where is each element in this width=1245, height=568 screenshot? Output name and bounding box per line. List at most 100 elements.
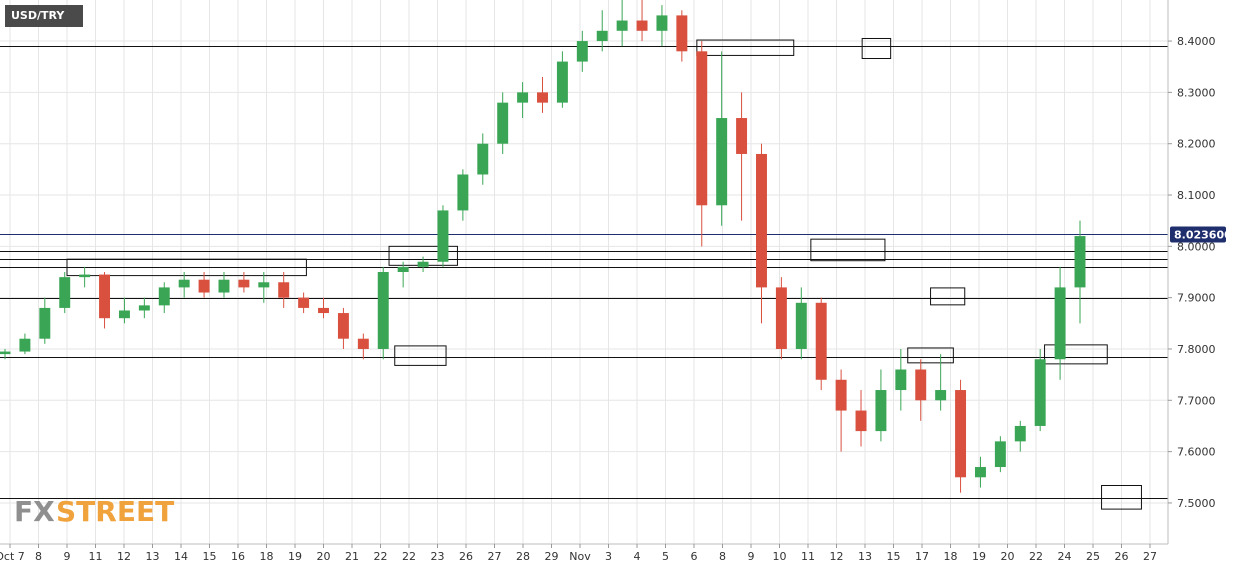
- candle-body: [756, 153, 767, 288]
- candle-body: [736, 118, 748, 154]
- logo-street-text: STREET: [56, 495, 174, 528]
- candle-body: [337, 313, 349, 339]
- x-tick-label: 5: [662, 550, 669, 563]
- x-tick-label: 29: [545, 550, 559, 563]
- candle-body: [278, 282, 290, 298]
- chart-plot-area: [0, 0, 1168, 544]
- x-tick-label: 12: [830, 550, 844, 563]
- candle-body: [477, 143, 489, 175]
- candle-body: [775, 287, 787, 349]
- candle-body: [636, 20, 648, 31]
- candlestick-series: [0, 0, 1086, 493]
- candle-body: [556, 61, 568, 103]
- candle-body: [397, 266, 409, 272]
- candle-body: [875, 390, 887, 432]
- candle-body: [19, 338, 31, 352]
- annotation-boxes: [66, 37, 1142, 510]
- x-tick-label: 15: [203, 550, 217, 563]
- candle-body: [596, 30, 608, 42]
- candle-body: [576, 41, 588, 62]
- y-tick-label: 8.1000: [1177, 189, 1216, 202]
- time-axis[interactable]: Oct 7 8 9 11 12 13 14 15 16 18 19 20 21 22 22 23 26 27 28 2…: [0, 544, 1157, 563]
- candle-body: [0, 351, 11, 355]
- x-tick-label: 18: [944, 550, 958, 563]
- y-tick-label: 8.2000: [1177, 138, 1216, 151]
- candle-body: [616, 20, 628, 31]
- x-tick-label: 9: [748, 550, 755, 563]
- x-tick-label: 28: [516, 550, 530, 563]
- x-tick-label: 10: [773, 550, 787, 563]
- current-price-tag: 8.023600: [1170, 226, 1232, 243]
- x-tick-label: 15: [887, 550, 901, 563]
- y-tick-label: 8.0000: [1177, 240, 1216, 253]
- x-tick-label: Oct 7: [0, 550, 25, 563]
- candle-body: [1054, 287, 1066, 360]
- candle-body: [716, 118, 728, 206]
- candle-body: [357, 338, 369, 349]
- current-price-label: 8.023600: [1174, 229, 1232, 242]
- candle-body: [696, 51, 708, 206]
- candle-body: [994, 441, 1006, 468]
- y-tick-label: 7.9000: [1177, 292, 1216, 305]
- x-tick-label: 4: [634, 550, 641, 563]
- candle-body: [318, 307, 329, 314]
- x-tick-label: 22: [402, 550, 416, 563]
- candle-body: [39, 307, 51, 339]
- symbol-badge: USD/TRY: [5, 5, 83, 27]
- candle-body: [835, 379, 847, 411]
- candle-body: [457, 174, 469, 211]
- candle-body: [955, 390, 967, 478]
- annotation-box: [907, 347, 954, 364]
- annotation-box: [394, 345, 447, 366]
- y-tick-label: 8.3000: [1177, 86, 1216, 99]
- y-tick-label: 7.5000: [1177, 497, 1216, 510]
- x-tick-label: 13: [858, 550, 872, 563]
- x-tick-label: 27: [1143, 550, 1157, 563]
- candle-body: [915, 369, 927, 401]
- candle-body: [377, 272, 389, 349]
- annotation-box: [861, 37, 892, 60]
- candle-body: [79, 274, 91, 278]
- annotation-box: [1044, 344, 1108, 365]
- x-tick-label: 13: [146, 550, 160, 563]
- x-tick-label: 3: [605, 550, 612, 563]
- x-tick-label: 22: [1029, 550, 1043, 563]
- horizontal-levels: [0, 46, 1168, 499]
- x-tick-label: 11: [801, 550, 815, 563]
- fxstreet-logo: FX STREET: [14, 495, 174, 528]
- y-tick-label: 8.4000: [1177, 35, 1216, 48]
- x-tick-label: 8: [35, 550, 42, 563]
- candle-body: [437, 210, 449, 262]
- candle-body: [1074, 236, 1086, 288]
- annotation-box: [930, 287, 966, 306]
- x-tick-label: 18: [260, 550, 274, 563]
- x-tick-label: 14: [174, 550, 188, 563]
- candle-body: [118, 310, 130, 319]
- candle-body: [258, 282, 270, 288]
- annotation-box: [1101, 484, 1142, 510]
- candle-body: [537, 92, 548, 103]
- candle-body: [517, 92, 529, 103]
- candle-body: [974, 467, 986, 478]
- candle-body: [676, 15, 688, 52]
- candle-body: [298, 297, 310, 308]
- candle-body: [815, 302, 827, 380]
- candle-body: [795, 302, 807, 349]
- candle-body: [178, 279, 190, 288]
- candle-body: [497, 102, 509, 144]
- annotation-box: [810, 238, 886, 262]
- candle-body: [656, 15, 668, 31]
- x-tick-label: 17: [915, 550, 929, 563]
- x-tick-label: 21: [345, 550, 359, 563]
- y-tick-label: 7.7000: [1177, 394, 1216, 407]
- x-tick-label: 16: [231, 550, 245, 563]
- logo-fx-text: FX: [14, 495, 55, 528]
- x-tick-label: 20: [317, 550, 331, 563]
- candle-body: [855, 410, 867, 432]
- price-axis[interactable]: 7.5000 7.6000 7.7000 7.8000 7.9000 8.0000 8.10…: [1168, 35, 1216, 510]
- x-tick-label: 24: [1058, 550, 1072, 563]
- x-tick-label: 20: [1001, 550, 1015, 563]
- candle-body: [895, 369, 907, 391]
- candle-body: [238, 279, 250, 288]
